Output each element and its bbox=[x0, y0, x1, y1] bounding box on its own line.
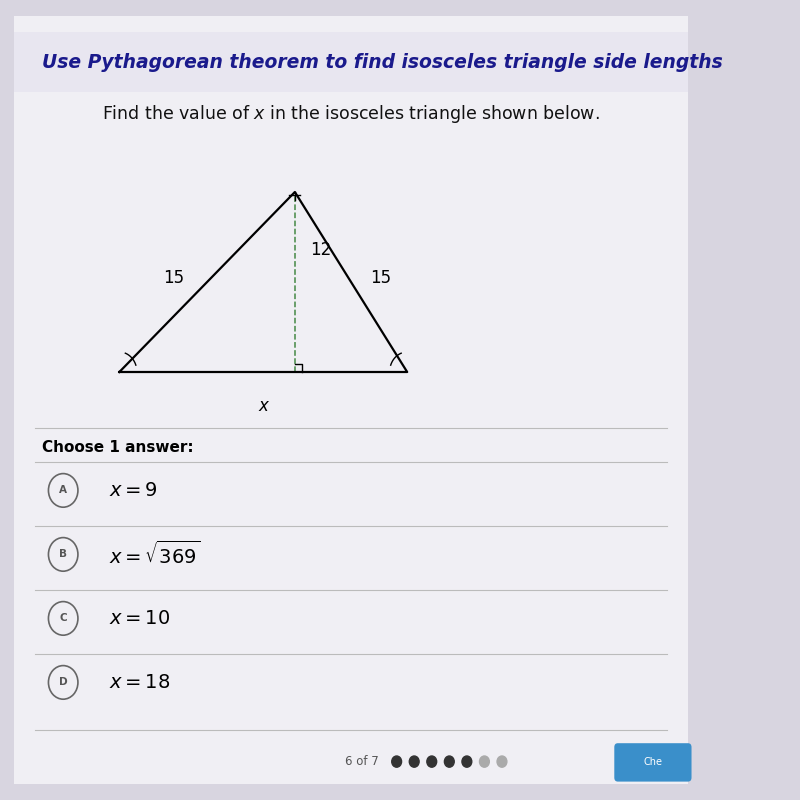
Circle shape bbox=[479, 756, 490, 767]
Text: $x = \sqrt{369}$: $x = \sqrt{369}$ bbox=[109, 541, 200, 568]
Text: Che: Che bbox=[643, 758, 662, 767]
Text: Find the value of $x$ in the isosceles triangle shown below.: Find the value of $x$ in the isosceles t… bbox=[102, 102, 600, 125]
Text: 6 of 7: 6 of 7 bbox=[346, 755, 379, 768]
Text: 15: 15 bbox=[163, 269, 184, 287]
Text: $x = 9$: $x = 9$ bbox=[109, 481, 158, 500]
Circle shape bbox=[497, 756, 507, 767]
FancyBboxPatch shape bbox=[14, 16, 688, 784]
Text: x: x bbox=[258, 397, 268, 414]
Text: B: B bbox=[59, 550, 67, 559]
FancyBboxPatch shape bbox=[14, 32, 688, 92]
Text: C: C bbox=[59, 614, 67, 623]
Circle shape bbox=[392, 756, 402, 767]
Text: 12: 12 bbox=[310, 241, 331, 259]
Circle shape bbox=[410, 756, 419, 767]
Circle shape bbox=[462, 756, 472, 767]
Text: $x = 10$: $x = 10$ bbox=[109, 609, 170, 628]
Circle shape bbox=[444, 756, 454, 767]
FancyBboxPatch shape bbox=[614, 743, 691, 782]
Text: $x = 18$: $x = 18$ bbox=[109, 673, 170, 692]
Circle shape bbox=[427, 756, 437, 767]
Text: 15: 15 bbox=[370, 269, 391, 287]
Text: D: D bbox=[59, 678, 67, 687]
Text: Choose 1 answer:: Choose 1 answer: bbox=[42, 441, 194, 455]
Text: A: A bbox=[59, 486, 67, 495]
Text: Use Pythagorean theorem to find isosceles triangle side lengths: Use Pythagorean theorem to find isoscele… bbox=[42, 53, 723, 72]
